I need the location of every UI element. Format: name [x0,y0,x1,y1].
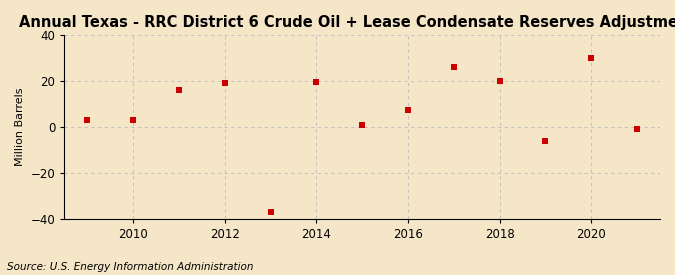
Point [219,81,230,86]
Point [540,139,551,143]
Point [632,127,643,131]
Point [448,65,459,70]
Point [494,79,505,83]
Y-axis label: Million Barrels: Million Barrels [15,88,25,166]
Point [128,118,138,122]
Point [402,108,413,112]
Point [265,210,276,214]
Point [586,56,597,60]
Point [311,80,322,84]
Title: Annual Texas - RRC District 6 Crude Oil + Lease Condensate Reserves Adjustments: Annual Texas - RRC District 6 Crude Oil … [20,15,675,30]
Point [357,123,368,127]
Point [173,88,184,93]
Text: Source: U.S. Energy Information Administration: Source: U.S. Energy Information Administ… [7,262,253,272]
Point [82,118,92,122]
